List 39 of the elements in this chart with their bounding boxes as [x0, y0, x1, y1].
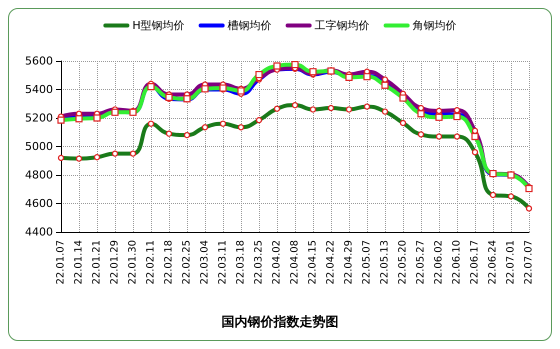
text: 国内钢价指数走势图 — [222, 314, 338, 330]
y-tick-label: 4400 — [25, 226, 53, 238]
x-tick-label: 22.02.11 — [146, 240, 156, 285]
y-tick-label: 4800 — [25, 168, 53, 182]
x-tick-label: 22.04.08 — [290, 240, 300, 285]
legend-label: 角钢均价 — [412, 19, 457, 32]
x-tick-label: 22.05.13 — [380, 240, 390, 285]
legend-label: H型钢均价 — [132, 19, 185, 32]
y-tick-label: 4600 — [25, 197, 53, 210]
x-tick-label: 22.01.29 — [110, 240, 120, 285]
x-tick-label: 22.03.25 — [254, 240, 264, 285]
x-tick-label: 22.05.27 — [416, 240, 426, 285]
x-tick-label: 22.06.17 — [470, 240, 480, 285]
x-tick-label: 22.07.01 — [506, 240, 516, 285]
legend-label: 工字钢均价 — [314, 19, 370, 32]
x-tick-label: 22.01.21 — [92, 240, 102, 285]
y-tick-label: 5000 — [25, 140, 53, 153]
x-tick-label: 22.02.25 — [182, 240, 192, 285]
x-tick-label: 22.04.29 — [344, 240, 354, 285]
y-tick-label: 5600 — [25, 54, 53, 68]
x-tick-label: 22.03.11 — [218, 240, 228, 285]
x-tick-label: 22.04.22 — [326, 240, 336, 285]
legend-label: 槽钢均价 — [228, 19, 272, 32]
x-tick-label: 22.03.18 — [236, 240, 246, 285]
x-tick-label: 22.01.07 — [56, 240, 66, 285]
x-tick-label: 22.01.30 — [128, 240, 138, 285]
x-tick-label: 22.06.24 — [488, 240, 498, 285]
x-tick-label: 22.06.02 — [434, 240, 444, 285]
x-tick-label: 22.02.18 — [164, 240, 174, 285]
x-tick-label: 22.04.02 — [272, 240, 282, 285]
x-tick-label: 22.06.10 — [452, 240, 462, 285]
x-tick-label: 22.04.15 — [308, 240, 318, 285]
x-tick-label: 22.07.07 — [524, 240, 534, 285]
y-tick-label: 5400 — [25, 83, 53, 96]
x-tick-label: 22.05.20 — [398, 240, 408, 285]
x-tick-label: 22.03.04 — [200, 240, 210, 285]
x-tick-label: 22.05.07 — [362, 240, 372, 285]
x-tick-label: 22.01.14 — [74, 240, 84, 285]
y-tick-label: 5200 — [25, 112, 53, 124]
